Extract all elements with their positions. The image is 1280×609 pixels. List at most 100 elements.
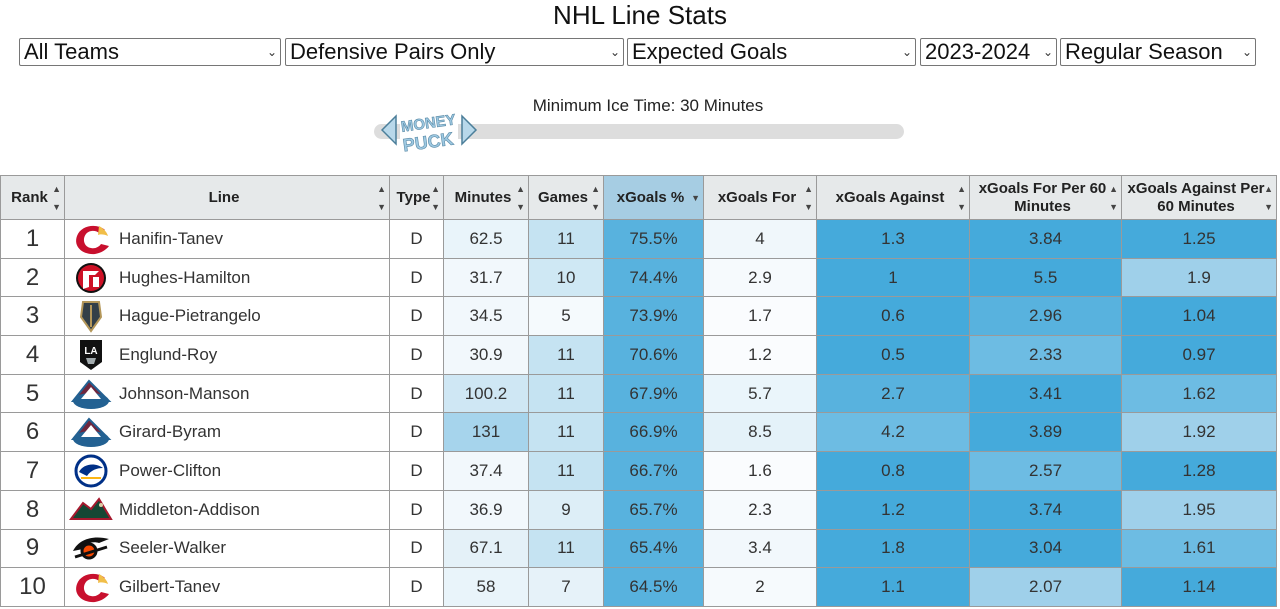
xgoals-for-per-60-cell: 2.57 [969, 451, 1122, 491]
xgoals-for-per-60-cell: 2.96 [969, 296, 1122, 337]
minutes-cell: 100.2 [443, 373, 529, 414]
team-select-value: All Teams [24, 39, 119, 64]
xgoals-against-cell: 4.2 [816, 412, 970, 453]
type-cell: D [389, 412, 444, 453]
rank-cell: 2 [0, 257, 65, 298]
line-cell[interactable]: Power-Clifton [64, 451, 390, 491]
xgoals-for-per-60-cell: 2.33 [969, 335, 1122, 375]
team-select[interactable]: All Teams ⌄ [19, 38, 281, 66]
col-header-line[interactable]: Line ▲ ▼ [64, 175, 390, 220]
line-cell[interactable]: Hughes-Hamilton [64, 257, 390, 298]
type-cell: D [389, 296, 444, 337]
col-header-label: Rank [11, 188, 48, 206]
minutes-cell: 31.7 [443, 257, 529, 298]
xgoals-for-cell: 3.4 [703, 528, 817, 569]
games-cell: 11 [528, 219, 604, 259]
col-header-xgoals-for[interactable]: xGoals For ▲ ▼ [703, 175, 817, 220]
season-type-select-value: Regular Season [1065, 39, 1223, 64]
rank-cell: 7 [0, 451, 65, 491]
xgoals-against-per-60-cell: 1.04 [1121, 296, 1277, 337]
xgoals-pct-cell: 73.9% [603, 296, 704, 337]
rank-cell: 1 [0, 219, 65, 259]
svg-text:LA: LA [84, 346, 97, 357]
line-cell[interactable]: LA Englund-Roy [64, 335, 390, 375]
xgoals-for-per-60-cell: 3.04 [969, 528, 1122, 569]
type-cell: D [389, 528, 444, 569]
min-ice-time-label: Minimum Ice Time: 30 Minutes [532, 96, 764, 115]
line-cell[interactable]: Girard-Byram [64, 412, 390, 453]
xgoals-for-cell: 5.7 [703, 373, 817, 414]
table-row: 4 LA Englund-Roy D 30.9 11 70.6% 1.2 0.5 2.33 0.97 [0, 335, 1277, 375]
sort-icon: ▲ ▼ [52, 183, 61, 212]
col-header-xgoals-for-per-60[interactable]: xGoals For Per 60 Minutes ▲ ▼ [969, 175, 1122, 220]
avalanche-logo-icon [69, 415, 113, 449]
type-cell: D [389, 335, 444, 375]
devils-logo-icon [69, 261, 113, 295]
table-row: 6 Girard-Byram D 131 11 66.9% 8.5 4.2 3.89 1.92 [0, 412, 1277, 453]
table-row: 3 Hague-Pietrangelo D 34.5 5 73.9% 1.7 0.6 2.96 1… [0, 296, 1277, 337]
season-select[interactable]: 2023-2024 ⌄ [920, 38, 1057, 66]
col-header-rank[interactable]: Rank ▲ ▼ [0, 175, 65, 220]
line-type-select-value: Defensive Pairs Only [290, 39, 496, 64]
moneypuck-slider-thumb[interactable]: MONEY PUCK [380, 102, 478, 160]
col-header-label: Line [208, 188, 240, 206]
xgoals-pct-cell: 65.7% [603, 489, 704, 530]
minutes-cell: 34.5 [443, 296, 529, 337]
col-header-xgoals-against[interactable]: xGoals Against ▲ ▼ [816, 175, 970, 220]
line-cell[interactable]: Johnson-Manson [64, 373, 390, 414]
golden-knights-logo-icon [69, 299, 113, 333]
table-row: 2 Hughes-Hamilton D 31.7 10 74.4% 2.9 1 5.5 1.9 [0, 257, 1277, 298]
line-cell[interactable]: Middleton-Addison [64, 489, 390, 530]
xgoals-against-per-60-cell: 1.14 [1121, 567, 1277, 607]
xgoals-pct-cell: 65.4% [603, 528, 704, 569]
flyers-logo-icon [69, 531, 113, 565]
line-cell[interactable]: Seeler-Walker [64, 528, 390, 569]
flames-logo-icon [69, 570, 113, 604]
sort-icon: ▲ ▼ [1109, 183, 1118, 212]
col-header-type[interactable]: Type ▲ ▼ [389, 175, 444, 220]
chevron-down-icon: ⌄ [609, 45, 620, 59]
wild-logo-icon [69, 493, 113, 527]
chevron-down-icon: ⌄ [1042, 45, 1053, 59]
type-cell: D [389, 567, 444, 607]
xgoals-pct-cell: 66.9% [603, 412, 704, 453]
xgoals-for-per-60-cell: 2.07 [969, 567, 1122, 607]
table-row: 1 Hanifin-Tanev D 62.5 11 75.5% 4 1.3 3.84 1.25 [0, 219, 1277, 259]
xgoals-against-per-60-cell: 1.62 [1121, 373, 1277, 414]
min-ice-time-slider-track[interactable] [374, 124, 904, 139]
col-header-minutes[interactable]: Minutes ▲ ▼ [443, 175, 529, 220]
line-cell[interactable]: Gilbert-Tanev [64, 567, 390, 607]
xgoals-pct-cell: 64.5% [603, 567, 704, 607]
type-cell: D [389, 257, 444, 298]
col-header-xgoals-pct[interactable]: xGoals % ▼ [603, 175, 704, 220]
xgoals-against-cell: 1 [816, 257, 970, 298]
xgoals-for-per-60-cell: 3.84 [969, 219, 1122, 259]
games-cell: 11 [528, 335, 604, 375]
col-header-label: Games [537, 188, 589, 206]
rank-cell: 4 [0, 335, 65, 375]
stat-select[interactable]: Expected Goals ⌄ [627, 38, 916, 66]
minutes-cell: 37.4 [443, 451, 529, 491]
season-type-select[interactable]: Regular Season ⌄ [1060, 38, 1256, 66]
games-cell: 9 [528, 489, 604, 530]
rank-cell: 8 [0, 489, 65, 530]
line-cell[interactable]: Hague-Pietrangelo [64, 296, 390, 337]
col-header-games[interactable]: Games ▲ ▼ [528, 175, 604, 220]
moneypuck-logo-icon: MONEY PUCK [380, 106, 478, 156]
line-cell[interactable]: Hanifin-Tanev [64, 219, 390, 259]
xgoals-for-cell: 1.6 [703, 451, 817, 491]
sort-icon: ▲ ▼ [957, 183, 966, 212]
minutes-cell: 36.9 [443, 489, 529, 530]
line-name: Power-Clifton [119, 460, 222, 480]
minutes-cell: 131 [443, 412, 529, 453]
col-header-xgoals-against-per-60[interactable]: xGoals Against Per 60 Minutes ▲ ▼ [1121, 175, 1277, 220]
xgoals-pct-cell: 67.9% [603, 373, 704, 414]
table-row: 7 Power-Clifton D 37.4 11 66.7% 1.6 0.8 2.57 1.28 [0, 451, 1277, 491]
filter-bar: All Teams ⌄ Defensive Pairs Only ⌄ Expec… [0, 38, 1280, 68]
line-name: Englund-Roy [119, 344, 218, 364]
xgoals-for-cell: 1.7 [703, 296, 817, 337]
col-header-label: xGoals Against [835, 188, 945, 206]
xgoals-against-cell: 0.6 [816, 296, 970, 337]
line-type-select[interactable]: Defensive Pairs Only ⌄ [285, 38, 624, 66]
xgoals-for-cell: 8.5 [703, 412, 817, 453]
